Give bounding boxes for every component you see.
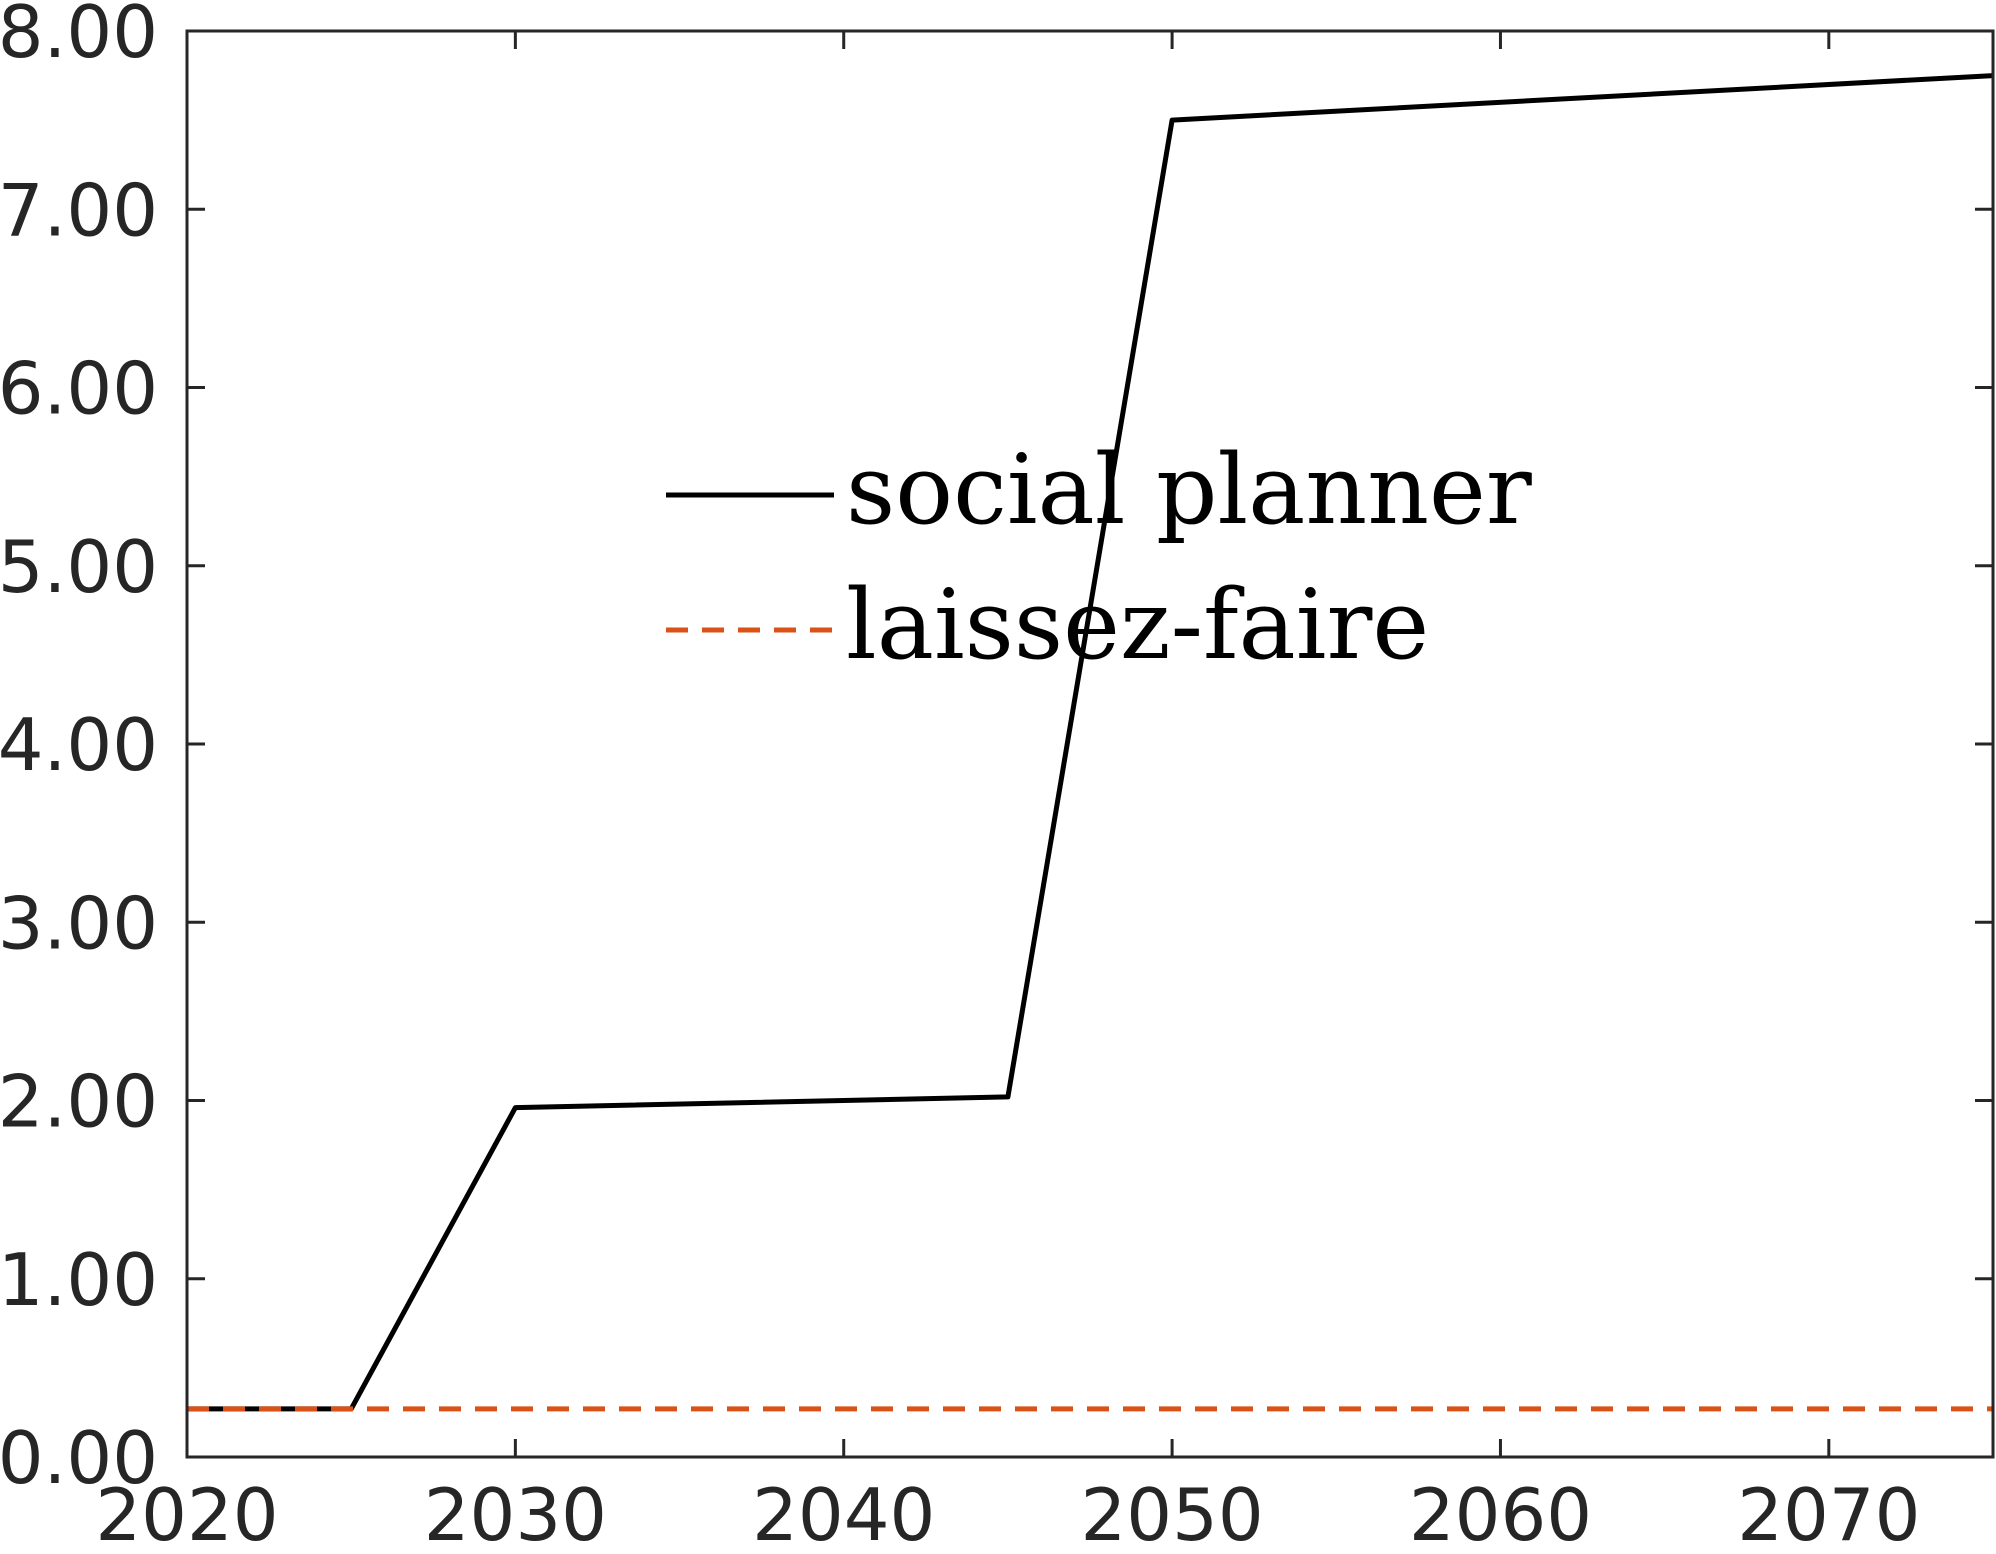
plot-area-frame <box>185 29 1995 1459</box>
x-tick-label: 2030 <box>424 1473 607 1554</box>
series-line-social-planner <box>187 73 1994 1412</box>
legend-label: social planner <box>846 434 1532 546</box>
legend: social planner laissez-faire <box>666 434 1532 681</box>
plot-lines <box>187 73 1994 1412</box>
x-tick-label: 2020 <box>95 1473 278 1554</box>
x-tick-label: 2060 <box>1409 1473 1592 1554</box>
x-tick-label: 2050 <box>1080 1473 1263 1554</box>
y-axis-tick-labels: 0.00 1.00 2.00 3.00 4.00 5.00 6.00 7.00 8.00 <box>0 0 158 1500</box>
y-tick-label: 6.00 <box>0 347 158 431</box>
x-axis-tick-labels: 2020 2030 2040 2050 2060 2070 <box>95 1473 1920 1554</box>
y-tick-label: 1.00 <box>0 1238 158 1322</box>
legend-label: laissez-faire <box>846 569 1429 681</box>
y-tick-label: 5.00 <box>0 525 158 609</box>
y-tick-label: 3.00 <box>0 881 158 965</box>
y-tick-label: 4.00 <box>0 703 158 787</box>
axis-ticks <box>185 29 1993 1459</box>
y-tick-label: 7.00 <box>0 168 158 252</box>
y-tick-label: 8.00 <box>0 0 158 74</box>
y-tick-label: 2.00 <box>0 1060 158 1144</box>
x-tick-label: 2070 <box>1737 1473 1920 1554</box>
x-tick-label: 2040 <box>752 1473 935 1554</box>
y-tick-label: 0.00 <box>0 1416 158 1500</box>
